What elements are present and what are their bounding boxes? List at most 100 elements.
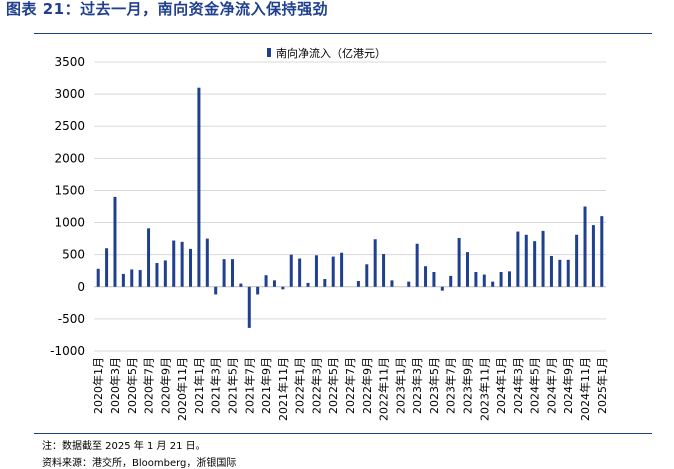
bar xyxy=(583,206,587,287)
bar xyxy=(272,280,276,287)
y-tick-label: 1000 xyxy=(54,216,85,230)
x-tick-label: 2024年9月 xyxy=(561,357,575,414)
bar xyxy=(365,264,369,287)
x-tick-label: 2023年1月 xyxy=(393,357,407,414)
x-axis-tick-labels: 2020年1月 2020年3月 2020年5月 2020年7月 2020年9月 2020年… xyxy=(91,357,609,421)
bar xyxy=(575,234,579,287)
bar xyxy=(147,228,151,287)
bar xyxy=(533,241,537,287)
bar xyxy=(163,260,167,287)
bar xyxy=(298,258,302,287)
x-tick-label: 2021年3月 xyxy=(209,357,223,414)
bar xyxy=(155,263,159,287)
bars xyxy=(96,87,604,328)
x-tick-label: 2024年11月 xyxy=(578,357,592,421)
y-tick-label: -500 xyxy=(58,312,85,326)
bar xyxy=(138,270,142,287)
bar xyxy=(382,254,386,287)
bar xyxy=(491,281,495,287)
x-tick-label: 2021年9月 xyxy=(259,357,273,414)
x-tick-label: 2025年1月 xyxy=(595,357,609,414)
x-tick-label: 2024年5月 xyxy=(528,357,542,414)
bar xyxy=(424,266,428,287)
bar xyxy=(524,234,528,287)
bar xyxy=(466,252,470,287)
x-tick-label: 2020年1月 xyxy=(91,357,105,414)
bar xyxy=(121,273,125,287)
y-tick-label: 3500 xyxy=(54,55,85,69)
bar xyxy=(264,275,268,287)
x-tick-label: 2020年5月 xyxy=(125,357,139,414)
x-tick-label: 2024年3月 xyxy=(511,357,525,414)
x-tick-label: 2023年5月 xyxy=(427,357,441,414)
x-tick-label: 2022年3月 xyxy=(309,357,323,414)
x-tick-label: 2020年3月 xyxy=(108,357,122,414)
figure-title: 图表 21：过去一月，南向资金净流入保持强劲 xyxy=(6,0,329,18)
x-tick-label: 2020年7月 xyxy=(142,357,156,414)
bar xyxy=(256,286,260,295)
y-tick-label: 1500 xyxy=(54,183,85,197)
bar xyxy=(566,259,570,287)
bar xyxy=(340,252,344,287)
bar xyxy=(449,275,453,287)
x-tick-label: 2020年9月 xyxy=(158,357,172,414)
y-tick-label: 500 xyxy=(62,248,85,262)
bar xyxy=(474,272,478,287)
y-tick-label: 0 xyxy=(77,280,85,294)
bar xyxy=(172,240,176,287)
bottom-rule xyxy=(34,433,652,434)
bar xyxy=(205,238,209,287)
bar xyxy=(214,286,218,295)
x-tick-label: 2022年11月 xyxy=(377,357,391,421)
x-tick-label: 2022年7月 xyxy=(343,357,357,414)
x-tick-label: 2024年7月 xyxy=(544,357,558,414)
bar xyxy=(314,255,318,287)
gridlines xyxy=(94,61,606,352)
bar xyxy=(373,239,377,287)
top-rule xyxy=(34,33,652,34)
bar xyxy=(390,280,394,287)
x-tick-label: 2022年9月 xyxy=(360,357,374,414)
bar xyxy=(499,272,503,287)
bar xyxy=(558,259,562,287)
bar xyxy=(189,248,193,287)
bar xyxy=(197,87,201,287)
bar xyxy=(600,216,604,287)
bar xyxy=(457,237,461,287)
bar xyxy=(289,254,293,287)
y-tick-label: 2000 xyxy=(54,151,85,165)
x-tick-label: 2021年11月 xyxy=(276,357,290,421)
x-tick-label: 2022年1月 xyxy=(293,357,307,414)
x-tick-label: 2021年1月 xyxy=(192,357,206,414)
y-tick-label: -1000 xyxy=(50,344,85,358)
legend-label: 南向净流入（亿港元） xyxy=(276,46,386,60)
x-tick-label: 2023年7月 xyxy=(444,357,458,414)
x-tick-label: 2022年5月 xyxy=(326,357,340,414)
bar xyxy=(281,286,285,290)
bar xyxy=(130,269,134,287)
y-axis-tick-labels: 3500 3000 2500 2000 1500 1000 500 0 -500 -1000 xyxy=(50,55,85,358)
bar xyxy=(407,281,411,287)
bar xyxy=(247,286,251,328)
bar xyxy=(230,259,234,287)
bar xyxy=(331,256,335,287)
x-tick-label: 2023年11月 xyxy=(477,357,491,421)
bar xyxy=(105,248,109,287)
y-tick-label: 2500 xyxy=(54,119,85,133)
bar xyxy=(356,280,360,287)
legend: 南向净流入（亿港元） xyxy=(267,46,386,60)
bar xyxy=(549,255,553,287)
bar xyxy=(541,230,545,287)
x-tick-label: 2020年11月 xyxy=(175,357,189,421)
bar xyxy=(440,286,444,291)
bar xyxy=(507,271,511,287)
y-tick-label: 3000 xyxy=(54,87,85,101)
bar xyxy=(516,231,520,287)
bar xyxy=(180,241,184,287)
bar xyxy=(482,274,486,287)
bar xyxy=(239,283,243,287)
x-tick-label: 2021年5月 xyxy=(225,357,239,414)
bar xyxy=(306,282,310,287)
bar xyxy=(415,243,419,287)
